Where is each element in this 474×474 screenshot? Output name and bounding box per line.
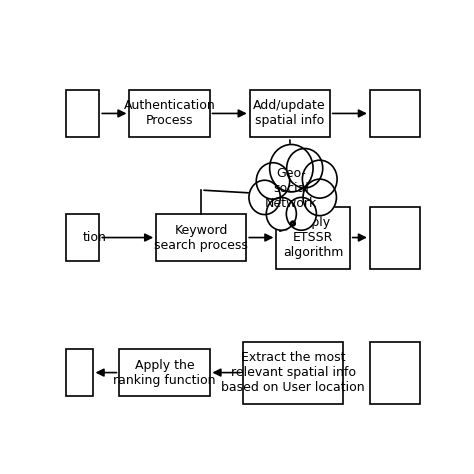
Circle shape: [266, 197, 296, 230]
Circle shape: [303, 179, 337, 216]
Text: Apply the
ranking function: Apply the ranking function: [113, 359, 216, 387]
FancyBboxPatch shape: [129, 90, 210, 137]
Text: Geo-
social
Network: Geo- social Network: [265, 167, 318, 210]
FancyBboxPatch shape: [156, 214, 246, 261]
FancyBboxPatch shape: [66, 214, 100, 261]
FancyBboxPatch shape: [370, 90, 420, 137]
Circle shape: [286, 197, 316, 230]
FancyBboxPatch shape: [276, 207, 350, 269]
Circle shape: [256, 163, 290, 199]
FancyBboxPatch shape: [370, 342, 420, 404]
FancyBboxPatch shape: [250, 90, 330, 137]
Circle shape: [270, 145, 313, 192]
Circle shape: [302, 160, 337, 198]
Circle shape: [287, 148, 323, 188]
Circle shape: [249, 180, 280, 215]
Text: Apply
ETSSR
algorithm: Apply ETSSR algorithm: [283, 216, 343, 259]
Text: Keyword
search process: Keyword search process: [154, 224, 248, 252]
Text: Authentication
Process: Authentication Process: [124, 100, 215, 128]
Text: tion: tion: [82, 231, 106, 244]
FancyBboxPatch shape: [66, 90, 100, 137]
FancyBboxPatch shape: [119, 349, 210, 396]
Text: Extract the most
relevant spatial info
based on User location: Extract the most relevant spatial info b…: [221, 351, 365, 394]
FancyBboxPatch shape: [370, 207, 420, 269]
FancyBboxPatch shape: [243, 342, 343, 404]
Text: Add/update
spatial info: Add/update spatial info: [254, 100, 326, 128]
FancyBboxPatch shape: [66, 349, 92, 396]
